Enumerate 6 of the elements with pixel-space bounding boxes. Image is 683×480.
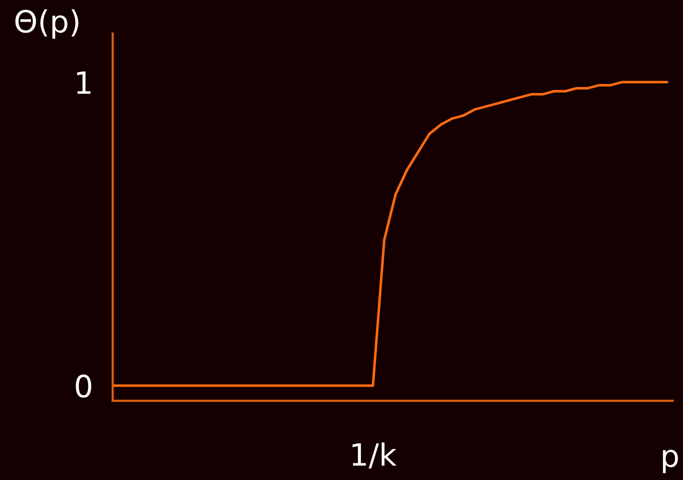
y-axis-title: Θ(p) [15, 9, 78, 39]
y-tick-label: 1 [77, 71, 90, 94]
x-axis-title: p [662, 450, 678, 474]
x-tick-label: 1/k [352, 442, 397, 469]
y-tick-label: 0 [76, 374, 92, 398]
line-series [112, 80, 668, 387]
